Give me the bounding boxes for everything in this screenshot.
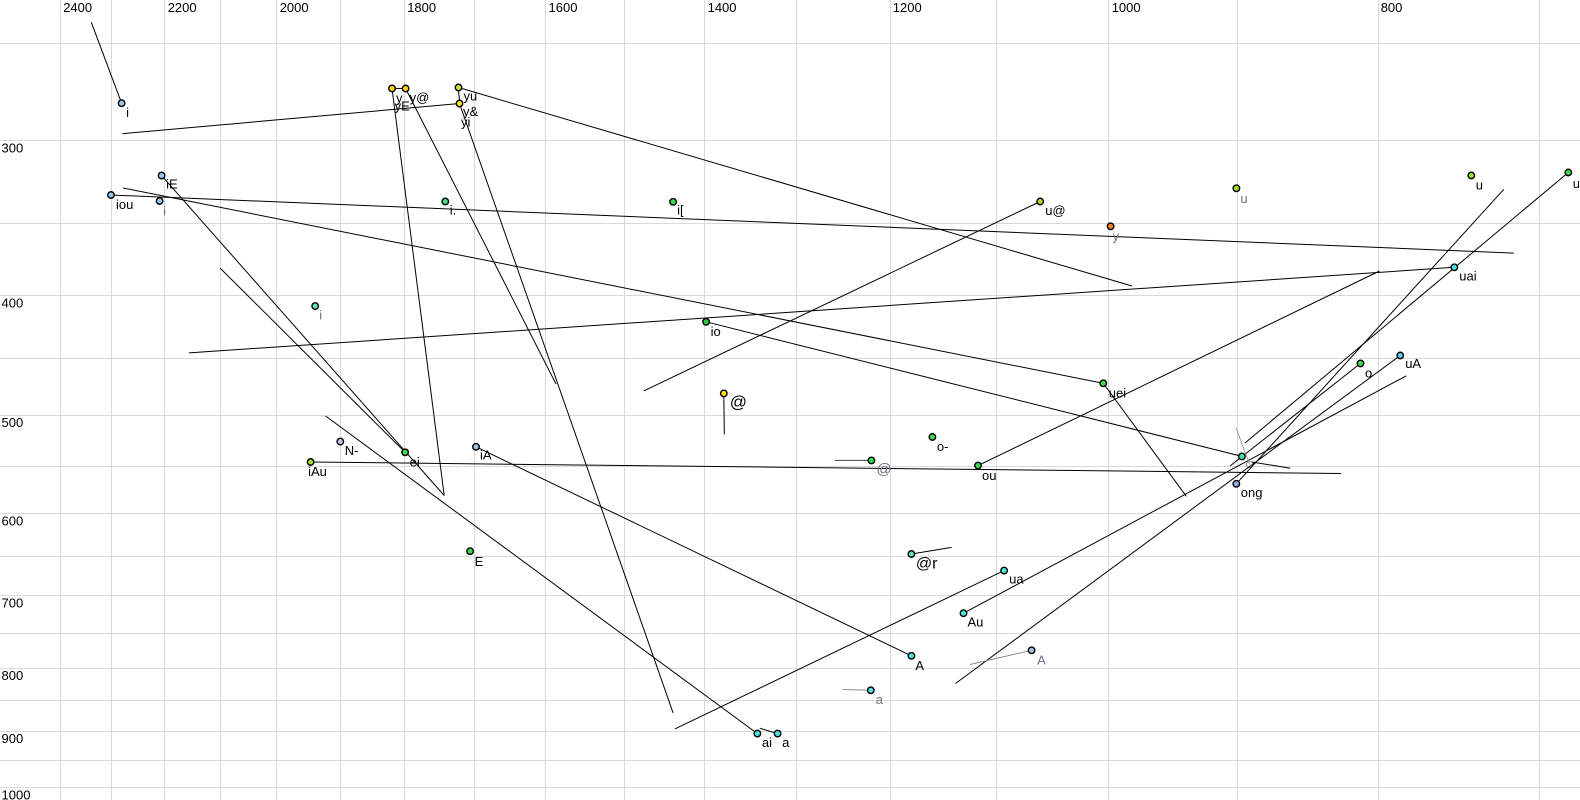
svg-text:uei: uei: [1109, 385, 1126, 400]
svg-text:ai: ai: [762, 735, 772, 750]
svg-text:1200: 1200: [893, 0, 922, 15]
svg-text:u: u: [1476, 178, 1483, 193]
svg-text:y@: y@: [410, 90, 430, 105]
svg-text:400: 400: [2, 295, 24, 310]
svg-text:u@: u@: [1045, 203, 1065, 218]
svg-text:300: 300: [2, 141, 24, 156]
svg-text:u: u: [1240, 191, 1247, 206]
svg-text:ong: ong: [1241, 485, 1263, 500]
svg-text:ua: ua: [1009, 572, 1024, 587]
svg-text:900: 900: [2, 731, 24, 746]
svg-text:800: 800: [1381, 0, 1403, 15]
svg-text:2000: 2000: [280, 0, 309, 15]
svg-text:iA: iA: [480, 447, 492, 462]
svg-text:i: i: [319, 308, 322, 323]
svg-text:600: 600: [2, 513, 24, 528]
svg-text:u: u: [1573, 176, 1580, 191]
svg-text:iou: iou: [116, 197, 133, 212]
svg-text:a: a: [782, 735, 790, 750]
svg-text:500: 500: [2, 415, 24, 430]
svg-text:2200: 2200: [168, 0, 197, 15]
svg-text:A: A: [1037, 652, 1046, 667]
svg-text:1400: 1400: [708, 0, 737, 15]
svg-text:yu: yu: [464, 89, 478, 104]
svg-text:uA: uA: [1405, 356, 1421, 371]
svg-text:i: i: [163, 204, 166, 219]
svg-text:y: y: [1113, 228, 1120, 243]
svg-text:i[: i[: [677, 202, 684, 217]
svg-text:a: a: [876, 692, 884, 707]
svg-text:ou: ou: [982, 468, 996, 483]
svg-text:y: y: [396, 91, 403, 106]
svg-text:yE: yE: [395, 99, 411, 114]
svg-text:1000: 1000: [1112, 0, 1141, 15]
svg-text:@: @: [730, 392, 747, 411]
svg-text:io: io: [711, 324, 721, 339]
svg-text:A: A: [915, 658, 924, 673]
svg-text:1800: 1800: [407, 0, 436, 15]
svg-text:i: i: [126, 105, 129, 120]
svg-text:1600: 1600: [549, 0, 578, 15]
svg-text:@r: @r: [916, 556, 938, 573]
svg-text:iAu: iAu: [308, 464, 327, 479]
svg-text:y&: y&: [463, 104, 479, 119]
svg-text:o-: o-: [937, 439, 949, 454]
svg-text:o: o: [1365, 366, 1372, 381]
svg-text:N-: N-: [345, 443, 359, 458]
svg-text:i.: i.: [450, 203, 457, 218]
svg-text:1000: 1000: [2, 788, 31, 800]
svg-text:E: E: [475, 554, 484, 569]
svg-text:800: 800: [2, 668, 24, 683]
svg-text:ei: ei: [410, 454, 420, 469]
svg-text:uai: uai: [1459, 268, 1476, 283]
svg-text:Au: Au: [968, 615, 984, 630]
svg-text:@: @: [876, 461, 891, 478]
svg-text:iE: iE: [166, 177, 178, 192]
svg-text:2400: 2400: [63, 0, 92, 15]
svg-text:700: 700: [2, 596, 24, 611]
svg-text:yi: yi: [461, 115, 471, 130]
